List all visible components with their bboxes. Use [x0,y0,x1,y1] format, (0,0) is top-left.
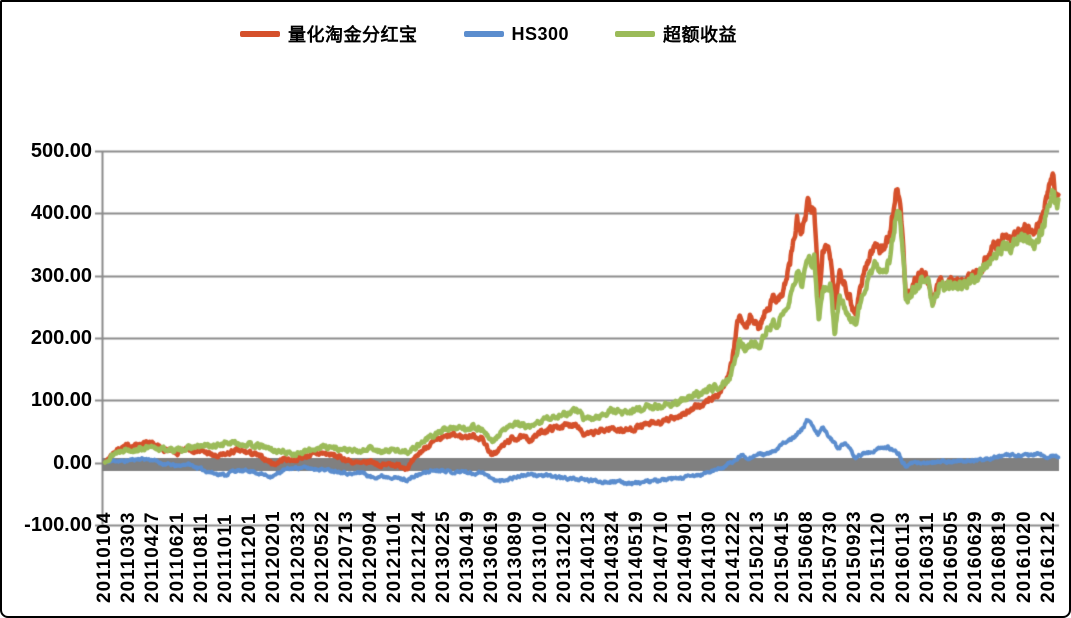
chart-legend: 量化淘金分红宝 HS300 超额收益 [240,18,737,50]
legend-label-excess: 超额收益 [663,25,738,45]
y-axis-tick-label: 500.00 [30,140,92,162]
legend-item-excess: 超额收益 [615,21,737,47]
legend-line-icon-fund [240,31,280,37]
legend-label-fund: 量化淘金分红宝 [288,25,418,45]
y-axis-tick-label: 400.00 [30,202,92,225]
y-axis-tick-label: 0.00 [53,451,92,474]
y-axis-tick-label: 300.00 [30,264,92,287]
y-axis-tick-label: 100.00 [30,389,92,412]
legend-line-icon-hs300 [463,31,504,37]
legend-item-fund: 量化淘金分红宝 [240,21,418,47]
y-axis-labels: 500.00 400.00 300.00 200.00 100.00 0.00 -100.0… [6,2,92,616]
legend-item-hs300: HS300 [463,23,570,45]
y-axis-tick-label: 200.00 [30,326,92,349]
legend-label-hs300: HS300 [511,23,570,44]
legend-line-icon-excess [615,31,656,37]
y-axis-tick-label: -100.00 [24,513,92,536]
